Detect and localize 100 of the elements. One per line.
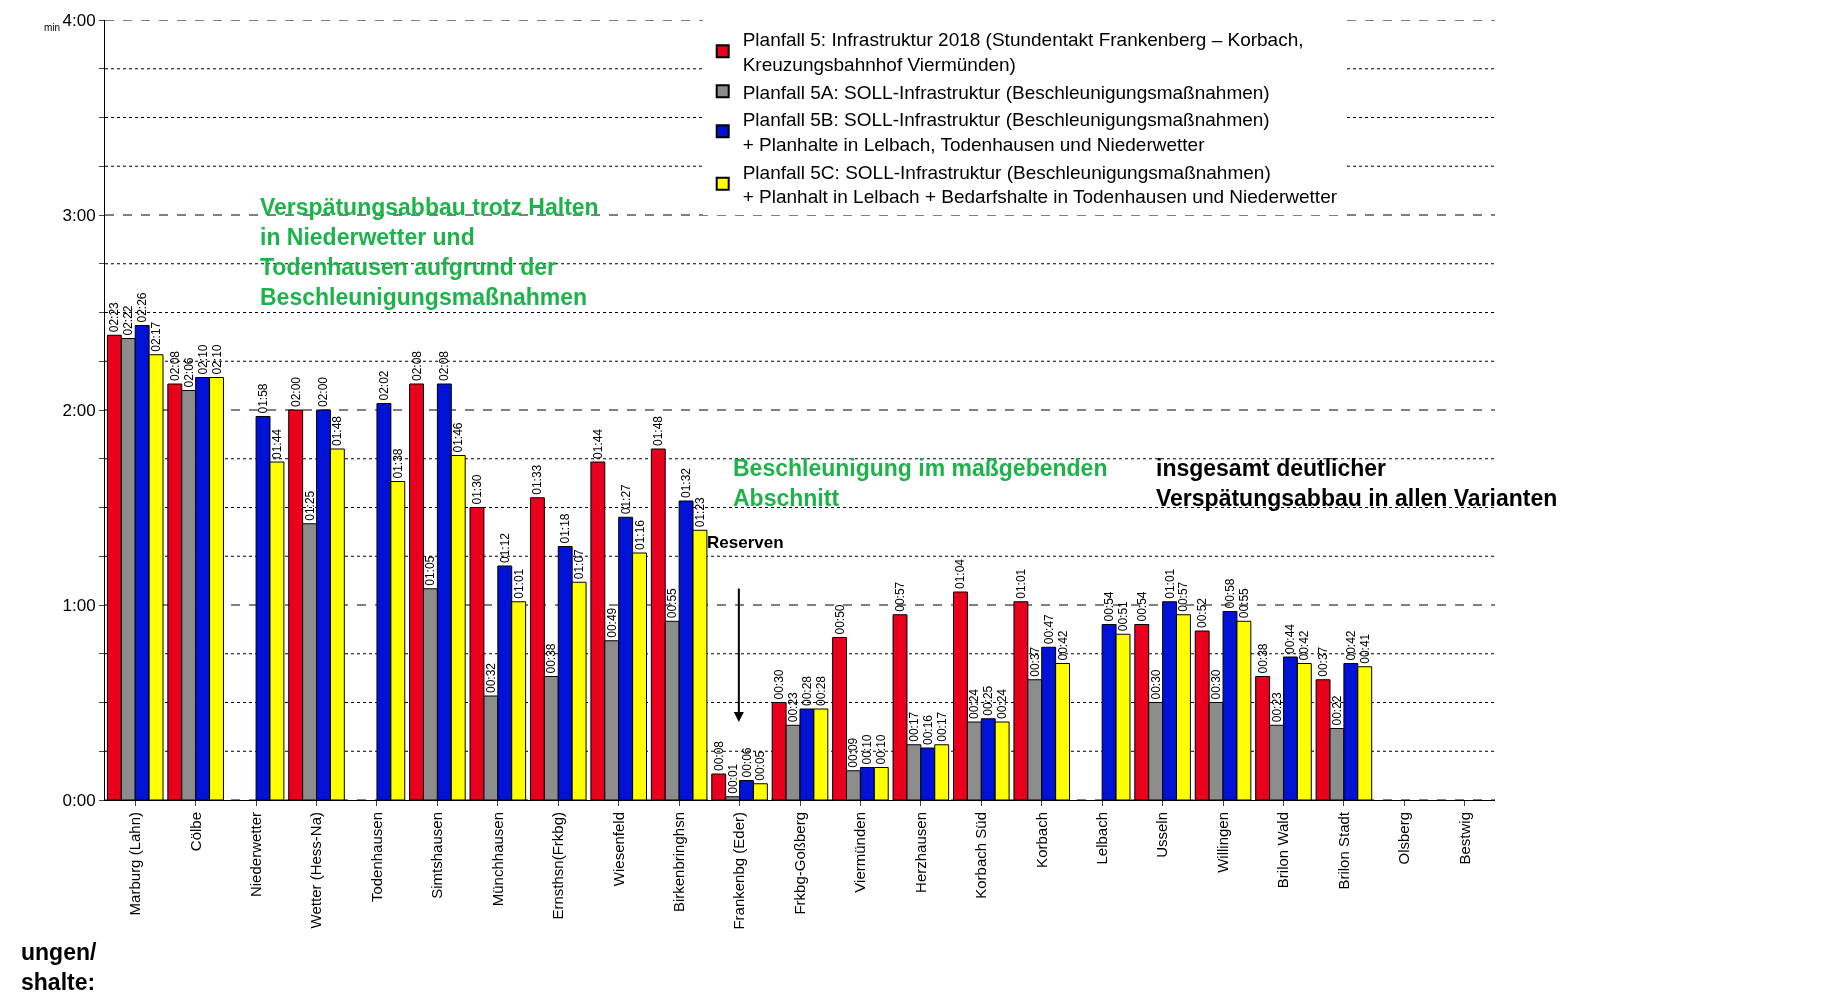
data-label: 01:04 bbox=[953, 558, 968, 589]
data-label: 00:51 bbox=[1116, 600, 1131, 632]
x-tick-label: Lelbach bbox=[1093, 812, 1111, 865]
data-label: 00:30 bbox=[1148, 669, 1163, 700]
data-label: 00:10 bbox=[874, 734, 889, 765]
data-label: 00:47 bbox=[1041, 613, 1056, 645]
data-label: 00:30 bbox=[772, 669, 787, 700]
x-tick-label: Wetter (Hess-Na) bbox=[307, 812, 325, 929]
data-label: 01:46 bbox=[451, 422, 466, 453]
y-tick-label: 2:00 bbox=[62, 400, 96, 420]
data-label: 02:10 bbox=[195, 344, 210, 375]
data-label: 00:54 bbox=[1134, 591, 1149, 622]
data-label: 02:26 bbox=[135, 292, 150, 323]
data-label: 02:23 bbox=[107, 301, 122, 333]
data-label: 01:27 bbox=[618, 483, 633, 515]
data-label: 00:17 bbox=[934, 711, 949, 742]
data-label: 02:02 bbox=[376, 370, 391, 401]
legend-label: Planfall 5: Infrastruktur 2018 (Stundentakt Frankenberg – Korbach, Kreuzungsbahnhof Viermünden) bbox=[742, 29, 1304, 75]
x-tick-label: Niederwetter bbox=[246, 812, 264, 898]
data-label: 00:41 bbox=[1357, 633, 1372, 664]
data-label: 00:37 bbox=[1316, 646, 1331, 677]
data-label: 00:05 bbox=[753, 750, 768, 781]
data-label: 01:33 bbox=[530, 464, 545, 495]
data-label: 02:22 bbox=[121, 305, 136, 336]
data-label: 01:58 bbox=[256, 383, 271, 414]
data-label: 01:01 bbox=[1013, 568, 1028, 599]
data-label: 01:44 bbox=[590, 428, 605, 459]
data-label: 00:24 bbox=[967, 688, 982, 719]
x-tick-label: Birkenbringhsn bbox=[670, 812, 688, 913]
legend-label: Planfall 5C: SOLL-Infrastruktur (Beschleunigungsmaßnahmen) + Planhalt in Lelbach + Bedarfshalte in Todenhausen und Niederwetter bbox=[742, 161, 1338, 208]
x-tick-label: Viermünden bbox=[851, 812, 869, 893]
x-tick-label: Frankenbg (Eder) bbox=[730, 812, 748, 930]
x-tick-label: Usseln bbox=[1153, 812, 1171, 858]
data-label: 00:09 bbox=[846, 737, 861, 768]
data-label: 00:25 bbox=[981, 685, 996, 716]
data-label: 02:08 bbox=[167, 350, 182, 381]
x-tick-label: Cölbe bbox=[186, 812, 204, 852]
data-label: 00:32 bbox=[483, 662, 498, 693]
data-label: 00:57 bbox=[1176, 581, 1191, 612]
data-label: 00:42 bbox=[1297, 630, 1312, 661]
data-label: 00:55 bbox=[1236, 587, 1251, 619]
data-label: 01:05 bbox=[423, 555, 438, 586]
x-tick-label: Willingen bbox=[1213, 812, 1231, 873]
text: ungen/ shalte: bbox=[21, 939, 97, 995]
data-label: 00:10 bbox=[860, 734, 875, 765]
data-label: 00:55 bbox=[665, 587, 680, 619]
data-label: 00:52 bbox=[1195, 597, 1210, 628]
data-label: 01:23 bbox=[692, 496, 707, 528]
data-label: 01:30 bbox=[469, 474, 484, 505]
data-label: 00:28 bbox=[799, 675, 814, 706]
legend-label: Planfall 5B: SOLL-Infrastruktur (Beschleunigungsmaßnahmen) + Planhalte in Lelbach, Todenhausen und Niederwetter bbox=[742, 109, 1270, 156]
data-label: 01:25 bbox=[302, 490, 317, 521]
x-tick-label: Todenhausen bbox=[367, 812, 385, 903]
data-label: 00:16 bbox=[920, 714, 935, 745]
data-label: 01:01 bbox=[511, 568, 526, 599]
data-label: 00:49 bbox=[604, 607, 619, 638]
data-label: 01:01 bbox=[1162, 568, 1177, 599]
x-tick-label: Marburg (Lahn) bbox=[126, 812, 144, 916]
data-label: 00:57 bbox=[893, 581, 908, 612]
x-tick-label: Korbach Süd bbox=[972, 812, 990, 899]
legend-label: Planfall 5A: SOLL-Infrastruktur (Beschleunigungsmaßnahmen) bbox=[742, 81, 1270, 103]
data-label: 00:42 bbox=[1343, 630, 1358, 661]
data-label: 00:01 bbox=[725, 763, 740, 794]
data-label: 00:06 bbox=[739, 747, 754, 778]
data-label: 01:44 bbox=[269, 428, 284, 459]
x-tick-label: Simtshausen bbox=[428, 812, 446, 899]
data-label: 02:00 bbox=[316, 376, 331, 407]
data-label: 00:44 bbox=[1283, 623, 1298, 654]
data-label: 00:42 bbox=[1055, 630, 1070, 661]
data-label: 00:28 bbox=[813, 675, 828, 706]
data-label: 02:10 bbox=[209, 344, 224, 375]
data-label: 01:32 bbox=[679, 467, 694, 498]
x-tick-label: Frkbg-Goßberg bbox=[790, 812, 808, 915]
data-label: 01:48 bbox=[651, 415, 666, 446]
data-label: 02:00 bbox=[288, 376, 303, 407]
x-tick-label: Herzhausen bbox=[911, 812, 929, 893]
data-label: 01:18 bbox=[558, 513, 573, 544]
data-label: 00:58 bbox=[1222, 578, 1237, 609]
data-label: 00:38 bbox=[1255, 643, 1270, 674]
x-tick-label: Brilon Stadt bbox=[1334, 811, 1352, 890]
data-label: 00:38 bbox=[544, 643, 559, 674]
data-label: 02:17 bbox=[149, 321, 164, 352]
data-label: 01:38 bbox=[390, 448, 405, 479]
data-label: 00:23 bbox=[1269, 691, 1284, 723]
data-label: 00:30 bbox=[1209, 669, 1224, 700]
data-label: 01:07 bbox=[572, 548, 587, 580]
x-tick-label: Wiesenfeld bbox=[609, 812, 627, 887]
annotation: Reserven bbox=[707, 533, 784, 552]
annotation: Verspätungsabbau trotz Halten in Niederwetter und Todenhausen aufgrund der Beschleunigungsmaßnahmen bbox=[260, 194, 599, 310]
annotation: Beschleunigung im maßgebenden Abschnitt bbox=[733, 455, 1108, 511]
x-tick-label: Korbach bbox=[1032, 812, 1050, 868]
data-label: 00:08 bbox=[711, 740, 726, 771]
y-axis-title: min bbox=[44, 22, 61, 33]
x-tick-label: Olsberg bbox=[1395, 812, 1413, 865]
data-label: 00:50 bbox=[832, 604, 847, 635]
y-tick-label: 1:00 bbox=[62, 595, 96, 615]
data-label: 00:24 bbox=[995, 688, 1010, 719]
data-label: 01:16 bbox=[632, 519, 647, 550]
y-tick-label: 0:00 bbox=[62, 790, 96, 810]
data-label: 01:48 bbox=[330, 415, 345, 446]
